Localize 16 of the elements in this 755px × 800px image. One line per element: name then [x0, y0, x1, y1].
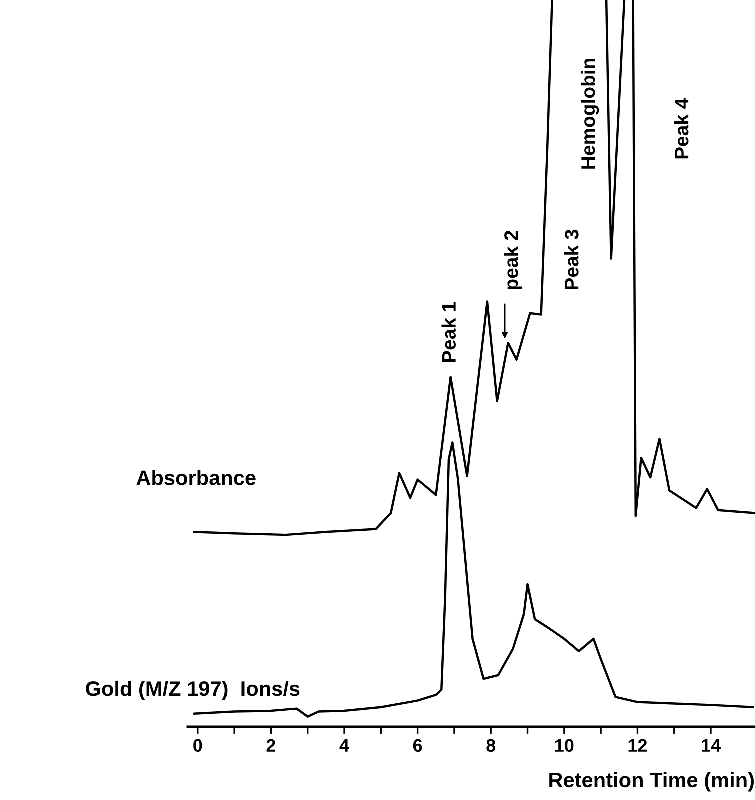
x-tick-label: 2: [266, 739, 276, 752]
x-tick-label: 10: [556, 739, 574, 752]
x-tick-label: 14: [702, 739, 721, 752]
x-tick-label: 12: [628, 739, 648, 752]
annotation: Peak 4: [674, 98, 689, 159]
annotation: Peak 1: [442, 302, 456, 362]
x-axis-title: Retention Time (min): [550, 772, 754, 792]
series-label: Gold (M/Z 197) Ions/s: [86, 680, 300, 700]
annotation: Peak 3: [564, 230, 579, 290]
x-tick-label: 4: [340, 739, 350, 752]
annotation: Hemoglobin: [580, 58, 600, 169]
annotation: peak 2: [504, 231, 522, 290]
text: Absorbance: [136, 470, 256, 486]
x-tick-label: 8: [486, 739, 496, 752]
x-tick-label: 0: [194, 739, 202, 752]
x-tick-label: 6: [413, 739, 422, 752]
